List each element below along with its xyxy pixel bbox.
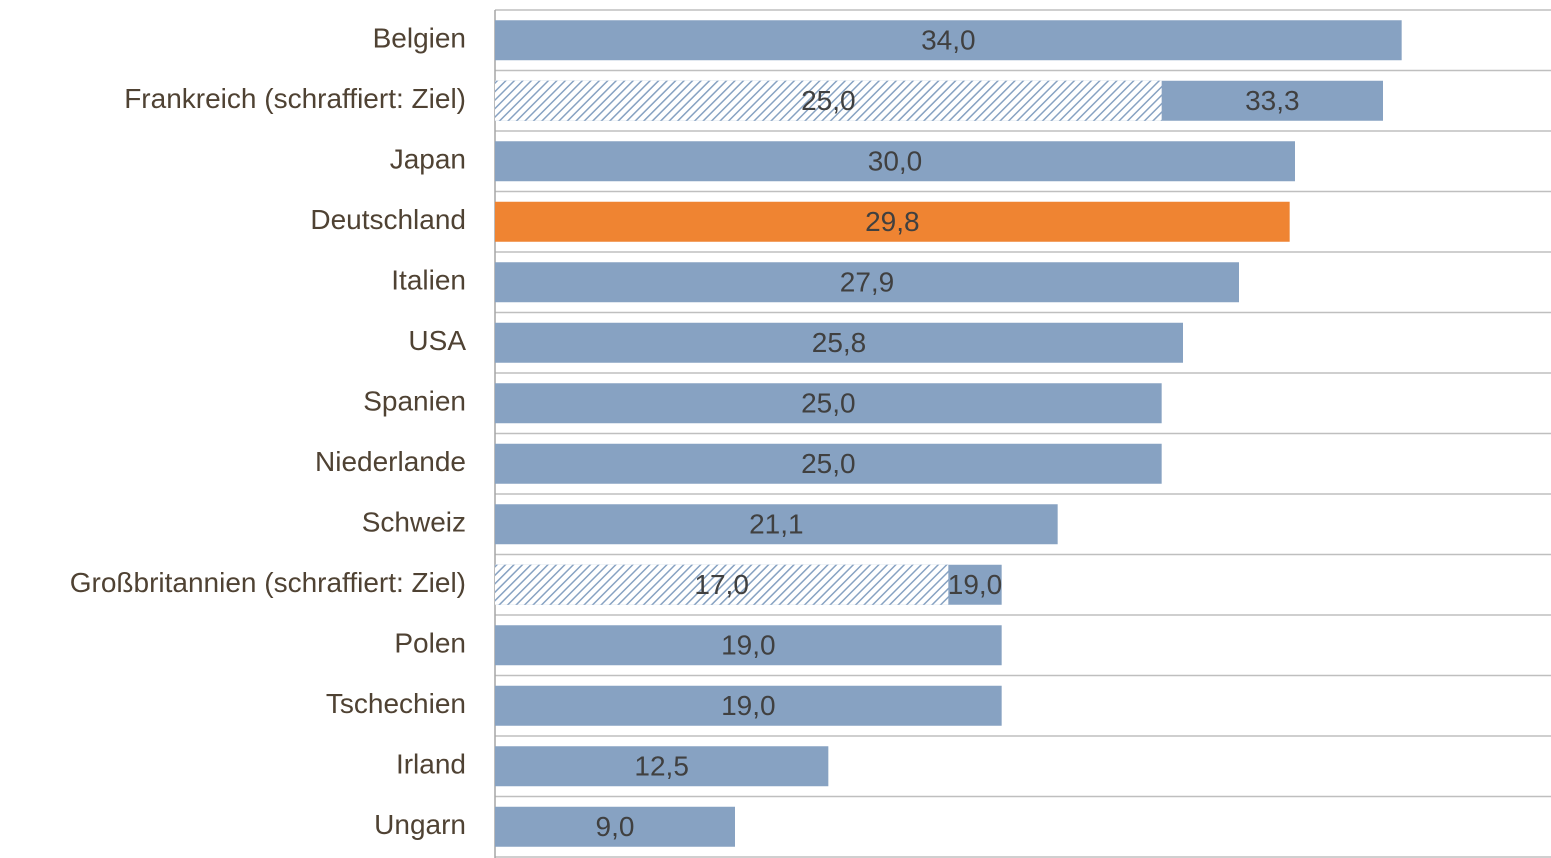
- target-bar: [495, 80, 1162, 121]
- category-label: Schweiz: [362, 507, 466, 538]
- category-label: Frankreich (schraffiert: Ziel): [124, 83, 466, 114]
- value-label: 25,8: [812, 327, 867, 358]
- value-label: 19,0: [948, 569, 1003, 600]
- category-label: Deutschland: [310, 204, 466, 235]
- bar: [495, 685, 1002, 726]
- value-label: 19,0: [721, 690, 776, 721]
- value-label: 30,0: [868, 146, 923, 177]
- category-label: Italien: [391, 265, 466, 296]
- bar: [495, 625, 1002, 666]
- value-label: 12,5: [634, 751, 689, 782]
- bar: [495, 141, 1295, 182]
- value-label: 9,0: [596, 811, 635, 842]
- value-label: 27,9: [840, 267, 895, 298]
- bar: [495, 20, 1402, 61]
- bar: [495, 201, 1290, 242]
- category-label: Polen: [394, 628, 466, 659]
- value-label: 29,8: [865, 206, 920, 237]
- bar: [495, 504, 1058, 545]
- category-label: Japan: [390, 144, 466, 175]
- category-label: USA: [408, 325, 466, 356]
- value-label: 19,0: [721, 630, 776, 661]
- target-label: 17,0: [694, 569, 749, 600]
- value-label: 25,0: [801, 388, 856, 419]
- target-label: 25,0: [801, 85, 856, 116]
- category-label: Großbritannien (schraffiert: Ziel): [70, 567, 466, 598]
- bar: [495, 746, 829, 787]
- category-label: Tschechien: [326, 688, 466, 719]
- category-label: Ungarn: [374, 809, 466, 840]
- category-label: Niederlande: [315, 446, 466, 477]
- category-label: Spanien: [363, 386, 466, 417]
- bar: [495, 322, 1183, 363]
- category-label: Belgien: [373, 23, 466, 54]
- value-label: 21,1: [749, 509, 804, 540]
- category-label: Irland: [396, 749, 466, 780]
- value-label: 34,0: [921, 25, 976, 56]
- bar: [495, 806, 735, 847]
- bar: [495, 262, 1239, 303]
- value-label: 25,0: [801, 448, 856, 479]
- bar: [495, 443, 1162, 484]
- target-bar: [495, 564, 949, 605]
- value-label: 33,3: [1245, 85, 1300, 116]
- bar: [495, 383, 1162, 424]
